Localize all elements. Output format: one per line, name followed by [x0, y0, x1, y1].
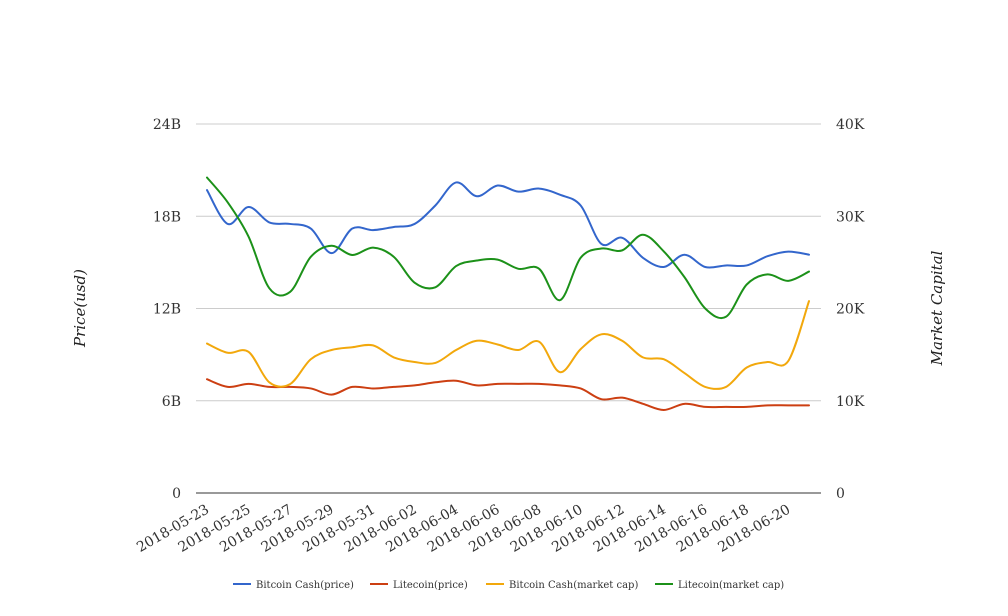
x-axis-ticks: 2018-05-232018-05-252018-05-272018-05-29…	[134, 502, 793, 556]
legend-label: Bitcoin Cash(market cap)	[509, 580, 638, 591]
y2-tick-label: 10K	[836, 394, 865, 410]
y2-tick-label: 40K	[836, 117, 865, 133]
y2-axis-title: Market Capital	[928, 250, 946, 366]
legend-label: Litecoin(market cap)	[678, 580, 784, 591]
series-line-bitcoin-cash-market-cap	[206, 300, 810, 390]
legend-item-bitcoin-cash-price[interactable]: Bitcoin Cash(price)	[233, 580, 354, 591]
legend-item-bitcoin-cash-market-cap[interactable]: Bitcoin Cash(market cap)	[486, 580, 638, 591]
y-axis-ticks: 0 6B 12B 18B 24B	[153, 117, 181, 502]
y-tick-label: 24B	[153, 117, 181, 133]
series-line-bitcoin-cash-price	[206, 181, 810, 269]
y-tick-label: 0	[172, 486, 181, 502]
series-line-litecoin-market-cap	[206, 176, 810, 320]
legend-item-litecoin-price[interactable]: Litecoin(price)	[370, 580, 468, 591]
series-lines	[206, 176, 810, 411]
grid-lines	[196, 123, 821, 494]
y-tick-label: 6B	[162, 394, 181, 410]
legend-item-litecoin-market-cap[interactable]: Litecoin(market cap)	[655, 580, 784, 591]
y2-tick-label: 30K	[836, 209, 865, 225]
y-tick-label: 18B	[153, 209, 181, 225]
y-axis-title: Price(usd)	[71, 269, 89, 348]
y2-tick-label: 20K	[836, 302, 865, 318]
legend-label: Litecoin(price)	[393, 580, 468, 591]
legend: Bitcoin Cash(price) Litecoin(price) Bitcoi…	[233, 580, 784, 591]
series-line-litecoin-price	[206, 378, 810, 411]
y2-axis-ticks: 0 10K 20K 30K 40K	[836, 117, 865, 502]
y2-tick-label: 0	[836, 486, 845, 502]
y-tick-label: 12B	[153, 302, 181, 318]
legend-label: Bitcoin Cash(price)	[256, 580, 354, 591]
